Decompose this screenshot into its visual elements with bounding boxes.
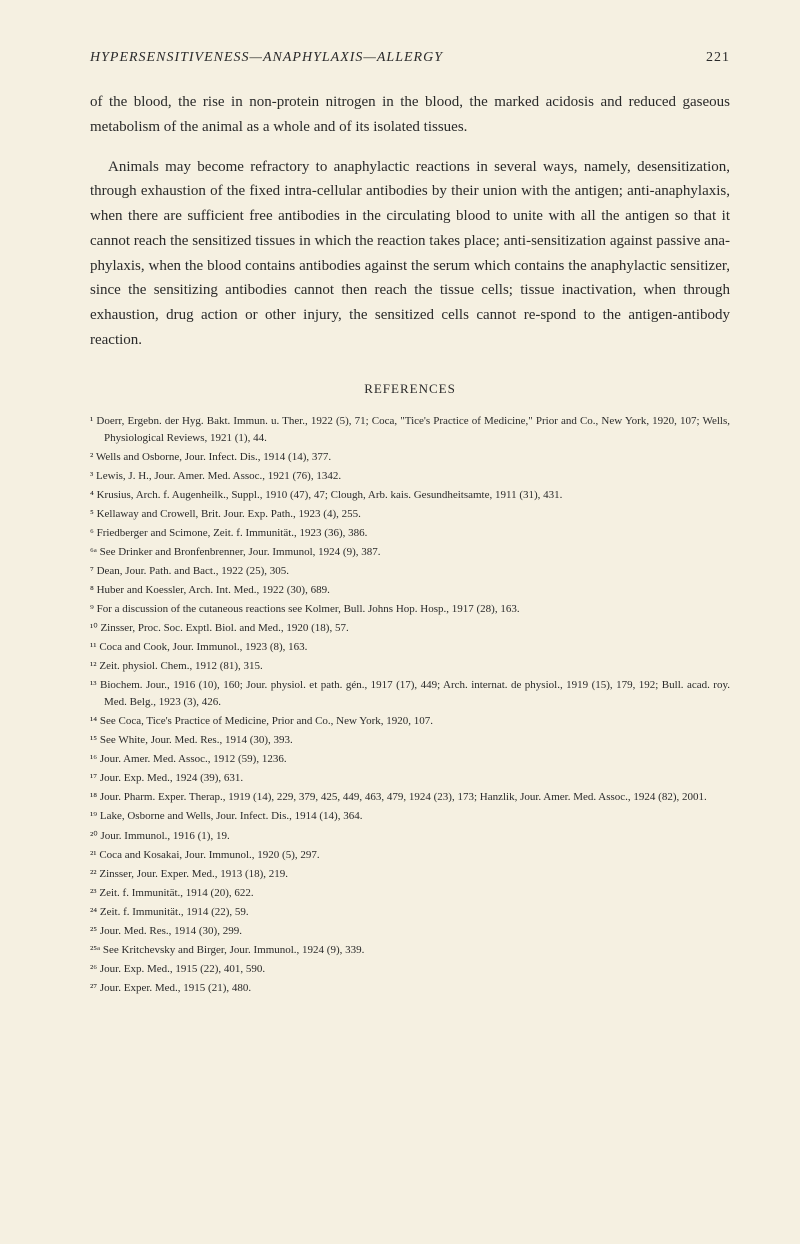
reference-item: ⁷ Dean, Jour. Path. and Bact., 1922 (25)… <box>90 563 730 580</box>
reference-item: ⁵ Kellaway and Crowell, Brit. Jour. Exp.… <box>90 506 730 523</box>
page-header: HYPERSENSITIVENESS—ANAPHYLAXIS—ALLERGY 2… <box>90 50 730 66</box>
paragraph-1: of the blood, the rise in non-protein ni… <box>90 90 730 140</box>
reference-item: ⁴ Krusius, Arch. f. Augenheilk., Suppl.,… <box>90 487 730 504</box>
reference-item: ²³ Zeit. f. Immunität., 1914 (20), 622. <box>90 885 730 902</box>
reference-item: ² Wells and Osborne, Jour. Infect. Dis.,… <box>90 449 730 466</box>
reference-item: ⁶ᵃ See Drinker and Bronfenbrenner, Jour.… <box>90 544 730 561</box>
paragraph-2: Animals may become refractory to anaphyl… <box>90 155 730 353</box>
reference-item: ⁸ Huber and Koessler, Arch. Int. Med., 1… <box>90 582 730 599</box>
reference-item: ¹⁷ Jour. Exp. Med., 1924 (39), 631. <box>90 770 730 787</box>
reference-item: ¹² Zeit. physiol. Chem., 1912 (81), 315. <box>90 658 730 675</box>
reference-item: ¹⁰ Zinsser, Proc. Soc. Exptl. Biol. and … <box>90 620 730 637</box>
reference-item: ¹⁹ Lake, Osborne and Wells, Jour. Infect… <box>90 808 730 825</box>
reference-item: ²⁷ Jour. Exper. Med., 1915 (21), 480. <box>90 980 730 997</box>
reference-item: ²⁵ᵃ See Kritchevsky and Birger, Jour. Im… <box>90 942 730 959</box>
reference-item: ²⁰ Jour. Immunol., 1916 (1), 19. <box>90 828 730 845</box>
reference-item: ²⁵ Jour. Med. Res., 1914 (30), 299. <box>90 923 730 940</box>
reference-item: ¹³ Biochem. Jour., 1916 (10), 160; Jour.… <box>90 677 730 711</box>
reference-item: ²⁶ Jour. Exp. Med., 1915 (22), 401, 590. <box>90 961 730 978</box>
reference-item: ³ Lewis, J. H., Jour. Amer. Med. Assoc.,… <box>90 468 730 485</box>
reference-item: ⁶ Friedberger and Scimone, Zeit. f. Immu… <box>90 525 730 542</box>
header-title: HYPERSENSITIVENESS—ANAPHYLAXIS—ALLERGY <box>90 50 443 65</box>
references-title: REFERENCES <box>90 381 730 397</box>
reference-item: ⁹ For a discussion of the cutaneous reac… <box>90 601 730 618</box>
reference-item: ²² Zinsser, Jour. Exper. Med., 1913 (18)… <box>90 866 730 883</box>
reference-item: ¹¹ Coca and Cook, Jour. Immunol., 1923 (… <box>90 639 730 656</box>
reference-item: ¹⁵ See White, Jour. Med. Res., 1914 (30)… <box>90 732 730 749</box>
reference-item: ¹⁶ Jour. Amer. Med. Assoc., 1912 (59), 1… <box>90 751 730 768</box>
reference-item: ¹ Doerr, Ergebn. der Hyg. Bakt. Immun. u… <box>90 413 730 447</box>
reference-item: ¹⁸ Jour. Pharm. Exper. Therap., 1919 (14… <box>90 789 730 806</box>
reference-item: ²¹ Coca and Kosakai, Jour. Immunol., 192… <box>90 847 730 864</box>
page-number: 221 <box>706 50 730 66</box>
reference-item: ¹⁴ See Coca, Tice's Practice of Medicine… <box>90 713 730 730</box>
reference-item: ²⁴ Zeit. f. Immunität., 1914 (22), 59. <box>90 904 730 921</box>
